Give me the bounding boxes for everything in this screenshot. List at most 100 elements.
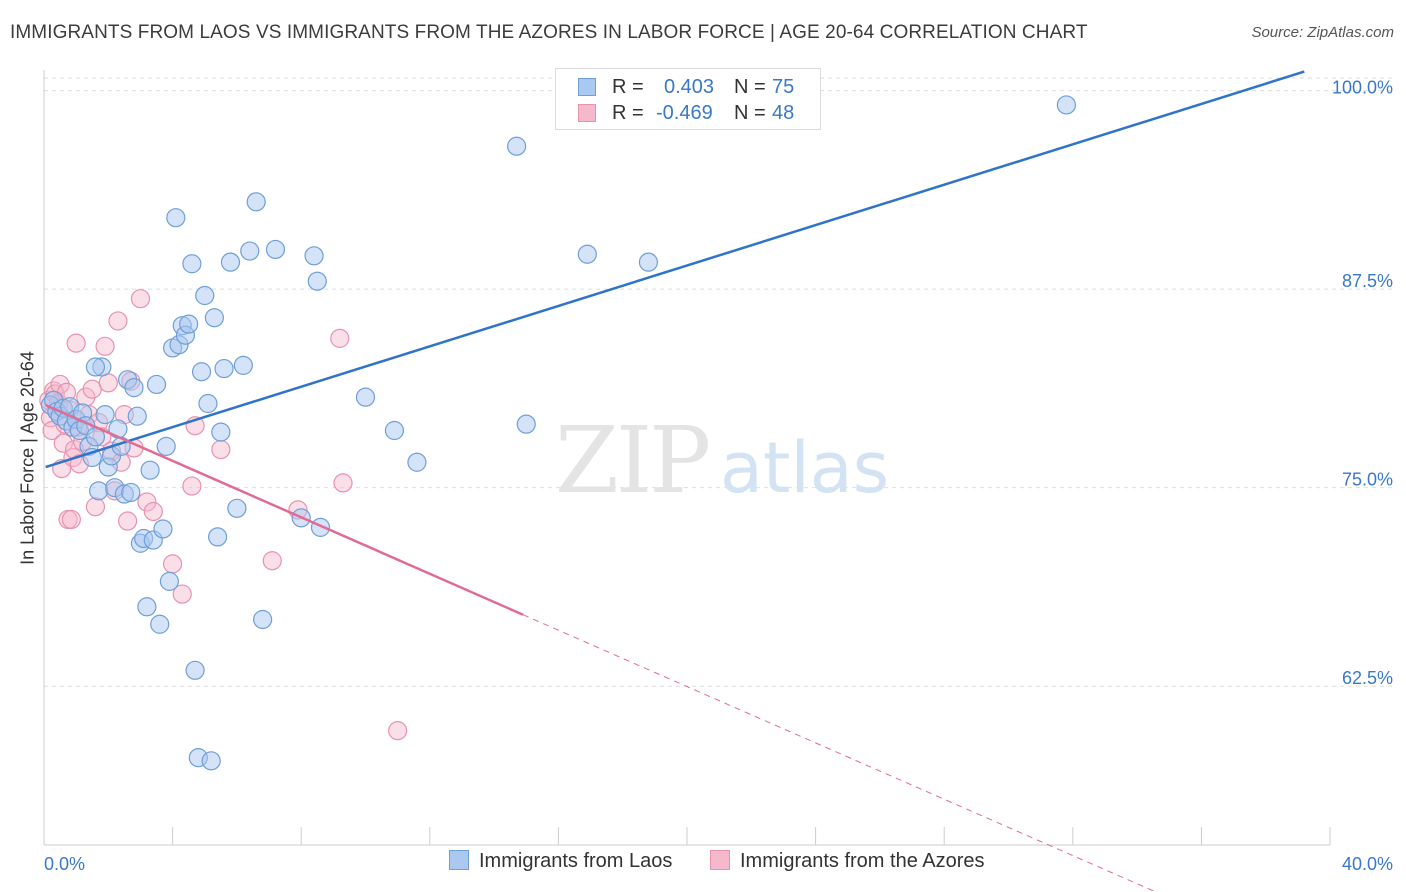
azores-legend-swatch [710, 850, 730, 870]
data-point-laos [638, 252, 659, 272]
x-tick-label: 0.0% [44, 854, 85, 874]
data-point-laos [384, 420, 405, 441]
data-point-laos [124, 378, 144, 398]
azores-swatch [578, 104, 596, 122]
data-point-laos [153, 519, 173, 539]
trend-line-azores-extension [522, 614, 1158, 892]
laos-swatch [578, 78, 596, 96]
legend-item-azores[interactable]: Immigrants from the Azores [710, 850, 985, 873]
trend-line-laos [45, 70, 1305, 469]
data-point-azores [330, 328, 350, 348]
data-point-laos [150, 614, 170, 634]
grid-lines [44, 77, 1392, 687]
y-axis-title-text: In Labor Force | Age 20-64 [17, 351, 38, 565]
data-point-laos [227, 498, 247, 518]
series-laos [40, 95, 1076, 771]
data-point-laos [182, 254, 202, 274]
data-point-laos [159, 571, 179, 591]
data-point-azores [211, 439, 231, 460]
data-point-azores [388, 721, 408, 741]
data-point-laos [516, 414, 536, 434]
watermark: ZIP atlas [555, 407, 889, 514]
data-point-azores [117, 511, 138, 531]
data-point-azores [182, 476, 202, 496]
data-point-azores [85, 497, 106, 517]
data-point-laos [127, 406, 147, 426]
n-label: N = [734, 76, 766, 98]
data-point-laos [407, 452, 427, 472]
n-label: N = [734, 102, 766, 124]
data-point-azores [108, 311, 128, 331]
data-point-laos [265, 239, 286, 260]
data-point-azores [137, 492, 157, 512]
data-point-azores [95, 336, 115, 356]
y-tick-label: 75.0% [1342, 470, 1393, 490]
data-point-laos [304, 246, 324, 266]
data-point-laos [89, 481, 109, 501]
data-point-laos [195, 285, 215, 306]
data-point-laos [211, 422, 231, 442]
laos-legend-swatch [449, 850, 469, 870]
y-tick-label: 87.5% [1342, 271, 1393, 291]
data-point-laos [185, 660, 205, 680]
data-point-laos [233, 355, 253, 375]
data-point-azores [66, 333, 86, 353]
y-tick-label: 62.5% [1342, 668, 1393, 688]
r-label: R = [612, 102, 644, 124]
data-point-laos [140, 460, 160, 480]
watermark-atlas: atlas [720, 427, 889, 509]
data-point-azores [53, 433, 73, 453]
data-point-laos [95, 405, 115, 425]
correlation-legend: R = 0.403 N = 75 R = -0.469 N = 48 [555, 68, 821, 130]
series-azores [39, 289, 408, 741]
trend-lines [45, 70, 1305, 892]
chart-title: IMMIGRANTS FROM LAOS VS IMMIGRANTS FROM … [10, 22, 1088, 43]
axes [43, 70, 1331, 846]
legend-label-laos: Immigrants from Laos [479, 850, 673, 872]
data-point-laos [146, 374, 167, 395]
data-point-laos [85, 357, 106, 377]
data-point-azores [82, 379, 102, 399]
data-point-laos [156, 436, 176, 456]
data-point-laos [220, 252, 241, 272]
data-point-azores [333, 473, 353, 493]
trend-line-azores [45, 403, 524, 616]
source-label: Source: ZipAtlas.com [1251, 24, 1394, 41]
data-point-laos [121, 482, 141, 503]
tick-labels: 62.5% 75.0% 87.5% 100.0% 0.0% 40.0% [44, 78, 1393, 874]
data-point-laos [198, 393, 218, 414]
x-tick-label: 40.0% [1342, 854, 1393, 874]
data-point-laos [355, 387, 376, 407]
legend-item-laos[interactable]: Immigrants from Laos [449, 850, 672, 873]
y-tick-label: 100.0% [1332, 78, 1393, 98]
laos-r-value: 0.403 [664, 76, 715, 98]
data-point-azores [172, 584, 192, 604]
data-point-laos [214, 358, 234, 379]
data-point-azores [143, 501, 163, 522]
r-label: R = [612, 76, 644, 98]
data-point-laos [246, 192, 266, 212]
data-point-azores [130, 289, 151, 309]
data-point-laos [137, 597, 157, 617]
data-point-laos [191, 362, 212, 382]
data-point-laos [166, 208, 186, 228]
azores-r-value: -0.469 [656, 102, 713, 124]
series-legend: Immigrants from Laos Immigrants from the… [0, 850, 1406, 880]
data-point-laos [307, 271, 327, 291]
data-point-laos [577, 244, 597, 264]
data-point-laos [253, 609, 273, 630]
data-point-laos [1056, 95, 1076, 115]
data-point-laos [240, 241, 260, 261]
watermark-zip: ZIP [555, 407, 708, 514]
data-point-azores [262, 551, 282, 571]
legend-label-azores: Immigrants from the Azores [740, 850, 985, 872]
data-point-laos [179, 314, 199, 334]
data-point-laos [208, 527, 228, 547]
azores-n-value: 48 [772, 102, 795, 124]
data-point-laos [201, 751, 221, 771]
data-point-azores [163, 554, 183, 574]
data-point-laos [204, 308, 224, 328]
data-point-laos [507, 136, 527, 156]
data-point-azores [61, 509, 81, 530]
